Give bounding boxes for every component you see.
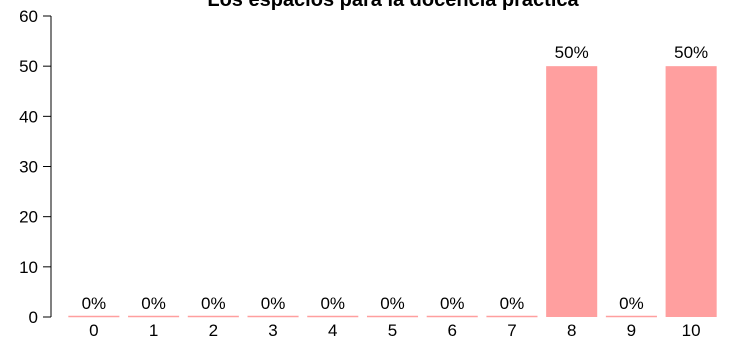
y-tick-label: 10 <box>19 258 38 277</box>
data-label: 50% <box>674 43 708 62</box>
data-labels: 0% 0% 0% 0% 0% 0% 0% 0% 50% 0% 50% <box>82 43 709 313</box>
x-tick-label: 6 <box>447 321 456 339</box>
data-label: 0% <box>261 294 286 313</box>
x-tick-label: 7 <box>507 321 516 339</box>
x-tick-label: 1 <box>149 321 158 339</box>
x-tick-label: 10 <box>682 321 701 339</box>
y-tick-label: 30 <box>19 158 38 177</box>
data-label: 50% <box>555 43 589 62</box>
y-tick-label: 40 <box>19 107 38 126</box>
data-label: 0% <box>380 294 405 313</box>
x-axis-labels: 0 1 2 3 4 5 6 7 8 9 10 <box>89 321 700 339</box>
x-tick-label: 4 <box>328 321 337 339</box>
y-tick-label: 0 <box>29 308 38 327</box>
bar-10 <box>665 66 717 318</box>
data-label: 0% <box>619 294 644 313</box>
y-tick-label: 60 <box>19 7 38 26</box>
x-tick-label: 2 <box>209 321 218 339</box>
x-tick-label: 0 <box>89 321 98 339</box>
y-axis: 0 10 20 30 40 50 60 <box>19 7 52 327</box>
data-label: 0% <box>82 294 107 313</box>
y-tick-label: 50 <box>19 57 38 76</box>
chart-title: Los espacios para la docencia práctica <box>207 0 579 11</box>
x-tick-label: 9 <box>627 321 636 339</box>
data-label: 0% <box>500 294 525 313</box>
data-label: 0% <box>440 294 465 313</box>
x-tick-label: 8 <box>567 321 576 339</box>
bar-8 <box>546 66 598 318</box>
y-tick-label: 20 <box>19 208 38 227</box>
data-label: 0% <box>201 294 226 313</box>
x-tick-label: 5 <box>388 321 397 339</box>
data-label: 0% <box>141 294 166 313</box>
bars <box>68 66 717 318</box>
data-label: 0% <box>320 294 345 313</box>
x-tick-label: 3 <box>268 321 277 339</box>
